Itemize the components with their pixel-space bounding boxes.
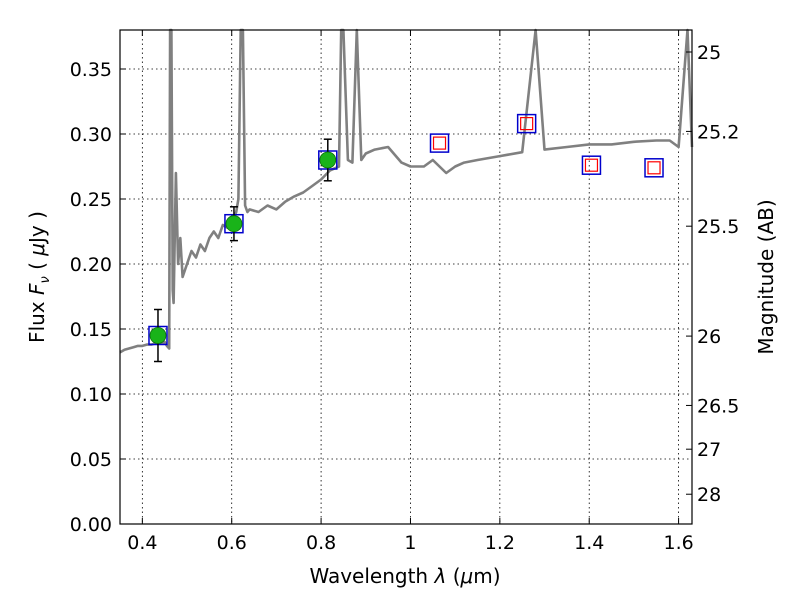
y-axis-label-open-paren: (	[25, 262, 49, 270]
y2-tick-label: 26	[697, 326, 721, 348]
observed-photometry-point	[150, 328, 166, 344]
predicted-photometry-square	[648, 162, 660, 174]
y-axis-label-mu: μ	[25, 243, 49, 257]
x-tick-label: 1.6	[663, 532, 693, 554]
y-axis-label-word: Flux	[25, 301, 49, 343]
model-spectrum-series	[120, 30, 692, 352]
y-tick-label: 0.00	[70, 514, 112, 536]
x-axis-label-unit: m)	[473, 564, 500, 588]
x-axis-label-word: Wavelength	[309, 564, 428, 588]
y2-tick-label: 25.5	[697, 216, 739, 238]
x-axis-label-mu: μ	[460, 564, 474, 588]
y-tick-label: 0.10	[70, 384, 112, 406]
y-tick-label: 0.25	[70, 189, 112, 211]
y2-tick-label: 27	[697, 439, 721, 461]
predicted-photometry-square	[585, 159, 597, 171]
model-spectrum-line	[120, 30, 692, 352]
y-tick-label: 0.05	[70, 449, 112, 471]
y2-axis-label: Magnitude (AB)	[754, 199, 778, 354]
x-tick-label: 0.4	[127, 532, 157, 554]
x-tick-label: 1.2	[485, 532, 515, 554]
y-axis-label-close-paren: )	[25, 211, 49, 219]
x-axis-label: Wavelength λ (μm)	[309, 564, 500, 588]
x-axis-label-lambda: λ	[433, 564, 446, 588]
x-tick-label: 0.6	[217, 532, 247, 554]
chart-canvas: 0.4 0.6 0.8 1 1.2 1.4 1.6 0.00 0.05 0.10 0.15 0.20 0…	[0, 0, 800, 600]
y-axis-label-nu: ν	[38, 276, 53, 283]
y-tick-label: 0.20	[70, 254, 112, 276]
y2-tick-label: 26.5	[697, 395, 739, 417]
y-tick-label: 0.35	[70, 59, 112, 81]
photometry-points	[149, 115, 663, 362]
x-tick-label: 0.8	[306, 532, 336, 554]
y-axis-label-unit: Jy	[25, 225, 49, 245]
y2-tick-label: 25	[697, 42, 721, 64]
y-tick-label: 0.30	[70, 124, 112, 146]
grid-lines	[120, 30, 692, 524]
y-axis-label-F: F	[25, 283, 49, 295]
y2-tick-label: 28	[697, 484, 721, 506]
observed-photometry-point	[226, 216, 242, 232]
y2-tick-label: 25.2	[697, 121, 739, 143]
x-tick-label: 1	[404, 532, 416, 554]
predicted-photometry-square	[434, 137, 446, 149]
x-tick-label: 1.4	[574, 532, 604, 554]
y-axis-label: Flux Fν ( μJy )	[25, 211, 54, 343]
plot-frame	[120, 30, 692, 524]
x-axis-label-open-paren: (	[453, 564, 461, 588]
y-tick-label: 0.15	[70, 319, 112, 341]
observed-photometry-point	[320, 152, 336, 168]
